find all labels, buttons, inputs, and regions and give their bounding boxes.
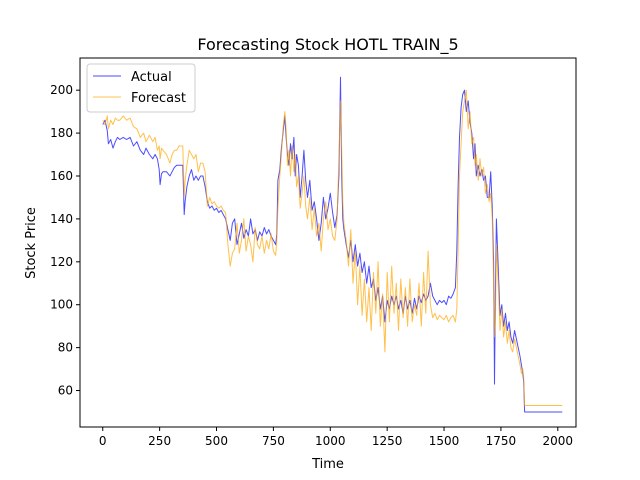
y-axis-label: Stock Price xyxy=(24,207,39,279)
x-tick-label: 500 xyxy=(205,434,228,448)
x-tick-label: 750 xyxy=(262,434,285,448)
y-tick-label: 60 xyxy=(58,384,73,398)
legend-label-actual: Actual xyxy=(131,70,172,85)
x-tick-label: 1500 xyxy=(429,434,460,448)
x-tick-label: 1750 xyxy=(486,434,517,448)
axes-background xyxy=(80,58,576,427)
x-tick-label: 0 xyxy=(99,434,107,448)
x-tick-label: 2000 xyxy=(543,434,574,448)
y-tick-label: 140 xyxy=(50,212,73,226)
y-tick-label: 180 xyxy=(50,126,73,140)
x-axis-ticks: 0 250 500 750 1000 1250 1500 1750 2000 xyxy=(99,427,573,448)
x-tick-label: 250 xyxy=(148,434,171,448)
legend-label-forecast: Forecast xyxy=(131,91,186,106)
x-tick-label: 1000 xyxy=(315,434,346,448)
series-line-actual xyxy=(102,76,563,413)
y-axis-ticks: 60 80 100 120 140 160 180 200 xyxy=(50,83,80,398)
plot-area xyxy=(79,57,577,428)
series-line-forecast xyxy=(102,89,563,406)
y-tick-label: 160 xyxy=(50,169,73,183)
y-tick-label: 100 xyxy=(50,298,73,312)
x-axis-label: Time xyxy=(311,457,344,472)
legend: Actual Forecast xyxy=(86,63,196,113)
y-tick-label: 120 xyxy=(50,255,73,269)
y-tick-label: 200 xyxy=(50,83,73,97)
chart-title: Forecasting Stock HOTL TRAIN_5 xyxy=(197,35,458,55)
series-layer xyxy=(102,76,563,413)
y-tick-label: 80 xyxy=(58,341,73,355)
x-tick-label: 1250 xyxy=(372,434,403,448)
axes-frame xyxy=(79,57,577,428)
